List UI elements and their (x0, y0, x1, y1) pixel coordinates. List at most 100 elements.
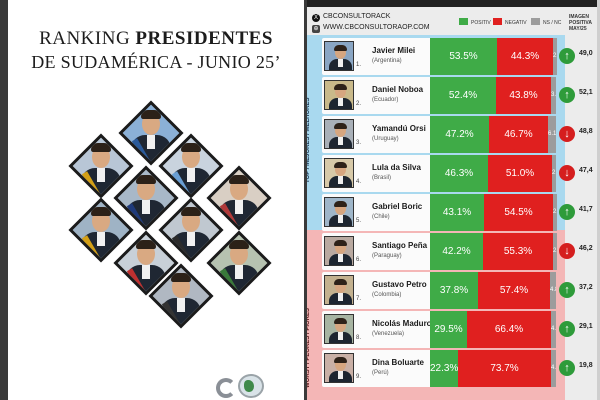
arrow-up-icon: ↑ (559, 360, 575, 376)
previous-image-value: 41,7 (579, 206, 593, 213)
brand-logo (216, 372, 278, 398)
president-photo (324, 314, 354, 344)
rank-number: 2. (356, 101, 362, 107)
president-card: 1. Javier Milei (Argentina) (322, 38, 436, 75)
rank-number: 4. (356, 179, 362, 185)
previous-image-value: 37,2 (579, 284, 593, 291)
arrow-up-icon: ↑ (559, 321, 575, 337)
nsnc-bar: 6.1 (548, 116, 556, 153)
legend-swatch-positive (459, 18, 468, 25)
president-card: 2. Daniel Noboa (Ecuador) (322, 77, 436, 114)
nsnc-bar: 4.8 (550, 272, 556, 309)
rank-number: 8. (356, 335, 362, 341)
rank-number: 7. (356, 296, 362, 302)
positive-bar: 37.8% (430, 272, 478, 309)
ranking-row: 1. Javier Milei (Argentina) 53.5%44.3%2.↑ 49… (307, 35, 600, 75)
ranking-row: 2. Daniel Noboa (Ecuador) 52.4%43.8%3.8↑ 52,… (307, 74, 600, 114)
logo-globe-icon (238, 374, 264, 398)
president-card: 9. Dina Boluarte (Perú) (322, 350, 436, 387)
rank-number: 5. (356, 218, 362, 224)
previous-image-value: 29,1 (579, 323, 593, 330)
legend-nsnc: NS / NC (531, 18, 561, 28)
president-country: (Chile) (372, 214, 390, 220)
president-country: (Venezuela) (372, 331, 405, 337)
legend-swatch-negative (493, 18, 502, 25)
president-photo (324, 353, 354, 383)
globe-icon: ⊕ (312, 25, 320, 33)
arrow-up-icon: ↑ (559, 48, 575, 64)
ranking-row: 5. Gabriel Boric (Chile) 43.1%54.5%2.4↑ 41,7 (307, 191, 600, 231)
positive-bar: 46.3% (430, 155, 488, 192)
president-name: Gabriel Boric (372, 202, 423, 211)
arrow-down-icon: ↓ (559, 243, 575, 259)
negative-bar: 55.3% (483, 233, 553, 270)
negative-bar: 51.0% (488, 155, 552, 192)
president-name: Daniel Noboa (372, 85, 424, 94)
portrait-collage (8, 95, 304, 335)
nsnc-bar: 2.4 (553, 194, 557, 231)
president-name: Javier Milei (372, 46, 416, 55)
ranking-row: 3. Yamandú Orsi (Uruguay) 47.2% 46.7% 6.1 ↓ 48,… (307, 113, 600, 153)
social-handles: X CBCONSULTORACK ⊕ WWW.CBCONSULTORAOP.COM (312, 11, 430, 33)
negative-bar: 66.4% (467, 311, 551, 348)
legend-positive: POSITIV (459, 18, 491, 28)
arrow-up-icon: ↑ (559, 87, 575, 103)
president-card: 7. Gustavo Petro (Colombia) (322, 272, 436, 309)
positive-bar: 29.5% (430, 311, 467, 348)
president-card: 6. Santiago Peña (Paraguay) (322, 233, 436, 270)
positive-bar: 47.2% (430, 116, 489, 153)
president-photo (324, 41, 354, 71)
portrait-tile (206, 230, 272, 296)
x-logo-icon: X (312, 14, 320, 22)
side-strip (597, 0, 600, 400)
positive-bar: 43.1% (430, 194, 484, 231)
president-name: Santiago Peña (372, 241, 428, 250)
president-country: (Perú) (372, 370, 389, 376)
arrow-up-icon: ↑ (559, 204, 575, 220)
negative-bar: 57.4% (478, 272, 550, 309)
arrow-down-icon: ↓ (559, 165, 575, 181)
negative-bar: 73.7% (458, 350, 551, 387)
rank-number: 1. (356, 62, 362, 68)
top-strip (307, 0, 600, 7)
previous-image-value: 47,4 (579, 167, 593, 174)
nsnc-bar: 4.1 (551, 311, 556, 348)
president-country: (Colombia) (372, 292, 402, 298)
president-country: (Ecuador) (372, 97, 399, 103)
negative-bar: 46.7% (489, 116, 548, 153)
negative-bar: 54.5% (484, 194, 553, 231)
rank-number: 3. (356, 140, 362, 146)
ranking-row: 9. Dina Boluarte (Perú) 22.3%73.7%4.0↑ 19,8 (307, 347, 600, 387)
previous-image-value: 46,2 (579, 245, 593, 252)
president-photo (324, 197, 354, 227)
negative-bar: 44.3% (497, 38, 553, 75)
ranking-row: 6. Santiago Peña (Paraguay) 42.2%55.3%2.↓ 46… (307, 230, 600, 270)
president-name: Lula da Silva (372, 163, 421, 172)
ranking-panel: X CBCONSULTORACK ⊕ WWW.CBCONSULTORAOP.COM … (307, 0, 600, 400)
president-card: 5. Gabriel Boric (Chile) (322, 194, 436, 231)
arrow-up-icon: ↑ (559, 282, 575, 298)
president-photo (324, 275, 354, 305)
legend-label-positive: POSITIV (471, 20, 491, 26)
president-card: 8. Nicolás Maduro (Venezuela) (322, 311, 436, 348)
legend-label-nsnc: NS / NC (543, 20, 562, 26)
arrow-down-icon: ↓ (559, 126, 575, 142)
ranking-row: 8. Nicolás Maduro (Venezuela) 29.5%66.4%4.1… (307, 308, 600, 348)
nsnc-bar: 4.0 (551, 350, 556, 387)
president-photo (324, 80, 354, 110)
positive-bar: 52.4% (430, 77, 496, 114)
president-country: (Uruguay) (372, 136, 399, 142)
negative-bar: 43.8% (496, 77, 551, 114)
positive-bar: 53.5% (430, 38, 497, 75)
previous-image-value: 48,8 (579, 128, 593, 135)
cover-title-prefix: RANKING (39, 28, 136, 49)
president-card: 3. Yamandú Orsi (Uruguay) (322, 116, 436, 153)
president-card: 4. Lula da Silva (Brasil) (322, 155, 436, 192)
previous-image-value: 52,1 (579, 89, 593, 96)
nsnc-bar: 3.8 (551, 77, 556, 114)
president-name: Nicolás Maduro (372, 319, 432, 328)
president-photo (324, 236, 354, 266)
logo-ring-icon (216, 378, 236, 398)
previous-image-value: 19,8 (579, 362, 593, 369)
